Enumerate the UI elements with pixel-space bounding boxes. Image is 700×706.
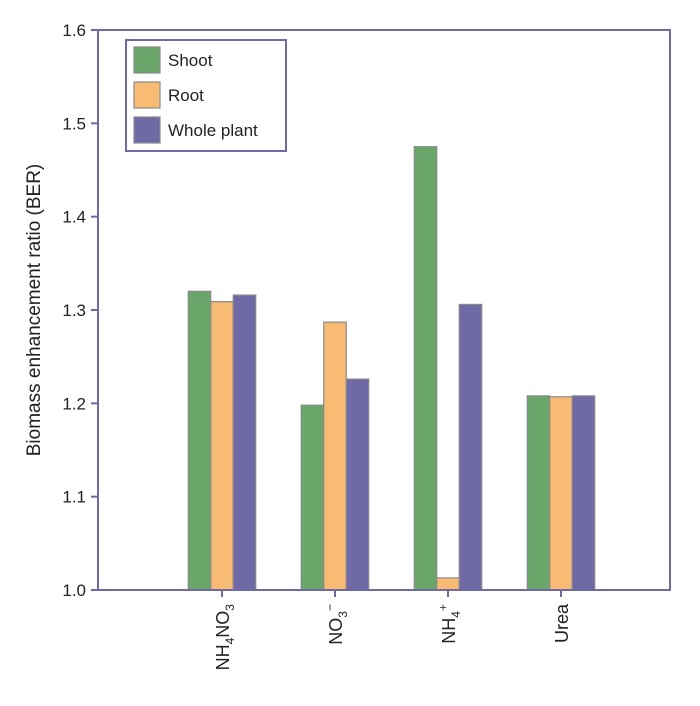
bar-shoot-3 xyxy=(526,395,551,591)
x-tick-label: NH4NO3 xyxy=(213,604,237,671)
x-tick-label-part: NO xyxy=(213,611,233,638)
bar-whole-plant-1 xyxy=(345,378,370,591)
x-tick-label-part: 4 xyxy=(449,611,463,618)
legend-swatch xyxy=(133,81,161,109)
bar-whole-plant-2 xyxy=(458,303,483,591)
bar-shoot-2 xyxy=(413,146,438,591)
x-tick-label-part: NH xyxy=(439,618,459,644)
bar-root-3 xyxy=(549,396,573,591)
x-tick-label-part: + xyxy=(436,604,450,611)
x-tick-label: Urea xyxy=(552,603,572,643)
bar-shoot-1 xyxy=(300,404,325,591)
y-tick-label: 1.4 xyxy=(62,208,86,227)
y-axis: 1.0 1.1 1.2 1.3 1.4 1.5 1.6 xyxy=(62,21,98,600)
legend-swatch xyxy=(133,46,161,74)
x-tick-label-part: 3 xyxy=(336,611,350,618)
y-tick-label: 1.5 xyxy=(62,114,86,133)
x-tick-label-part: Urea xyxy=(552,603,572,643)
y-tick-label: 1.6 xyxy=(62,21,86,40)
x-tick-label: NH4+ xyxy=(436,604,463,644)
legend-label: Shoot xyxy=(168,51,213,70)
y-tick-label: 1.1 xyxy=(62,488,86,507)
legend-swatch xyxy=(133,116,161,144)
bar-whole-plant-3 xyxy=(571,395,596,591)
y-tick-label: 1.2 xyxy=(62,394,86,413)
bars-group xyxy=(187,146,596,591)
bar-root-1 xyxy=(323,321,347,591)
bar-root-2 xyxy=(436,577,460,591)
y-tick-label: 1.3 xyxy=(62,301,86,320)
y-axis-title: Biomass enhancement ratio (BER) xyxy=(24,164,45,457)
bar-root-0 xyxy=(210,301,234,591)
bar-shoot-0 xyxy=(187,290,212,591)
x-tick-label-part: − xyxy=(323,604,337,611)
x-tick-label-part: 3 xyxy=(223,604,237,611)
x-tick-label-part: NH xyxy=(213,644,233,670)
legend-label: Whole plant xyxy=(168,121,258,140)
x-tick-label-part: 4 xyxy=(223,637,237,644)
legend: Shoot Root Whole plant xyxy=(125,39,287,152)
x-tick-label-part: NO xyxy=(326,618,346,645)
x-tick-label: NO3− xyxy=(323,604,350,645)
legend-label: Root xyxy=(168,86,204,105)
bar-whole-plant-0 xyxy=(232,294,257,591)
y-tick-label: 1.0 xyxy=(62,581,86,600)
